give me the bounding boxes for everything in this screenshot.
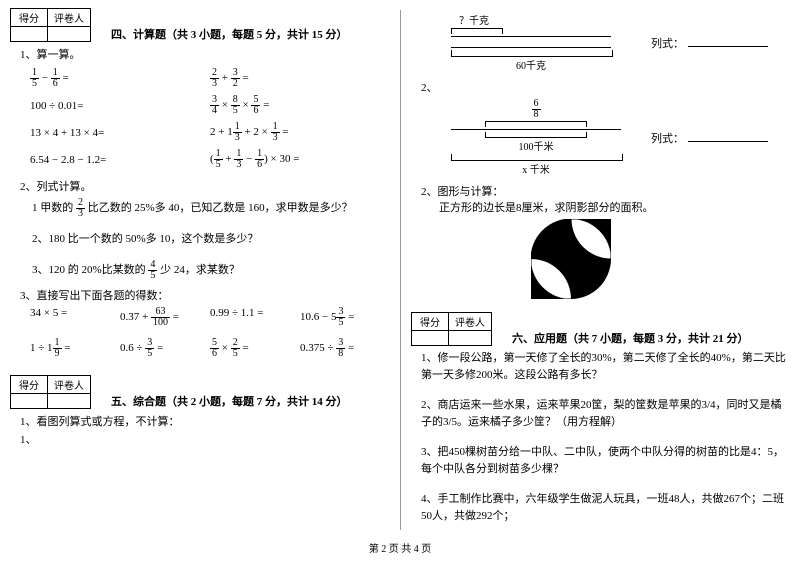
eq-cell: 0.99 ÷ 1.1 =	[210, 307, 300, 328]
score-box-sec4: 得分 评卷人 四、计算题（共 3 小题，每题 5 分，共计 15 分）	[10, 8, 390, 42]
left-column: 得分 评卷人 四、计算题（共 3 小题，每题 5 分，共计 15 分） 1、算一…	[0, 0, 400, 540]
score-cell	[11, 27, 48, 42]
eq-cell: 2 + 113 + 2 × 13 =	[210, 122, 390, 143]
eq-cell: 34 × 5 =	[30, 307, 120, 328]
d2-answer-label: 列式：	[651, 133, 684, 145]
score-cell	[11, 393, 48, 408]
q1-label: 1、算一算。	[20, 46, 390, 62]
section4-title: 四、计算题（共 3 小题，每题 5 分，共计 15 分）	[91, 26, 348, 42]
geo-text: 正方形的边长是8厘米，求阴影部分的面积。	[439, 199, 790, 215]
eq-cell: 15 − 16 =	[30, 68, 210, 89]
score-cell	[48, 393, 91, 408]
eq-cell: 6.54 − 2.8 − 1.2=	[30, 154, 210, 166]
score-header-2: 评卷人	[48, 9, 91, 27]
sec6-q2: 2、商店运来一些水果，运来苹果20筐，梨的筐数是苹果的3/4，同时又是橘子的3/…	[421, 397, 790, 430]
q3-label: 3、直接写出下面各题的得数：	[20, 287, 390, 303]
d2-top-label: 68	[451, 99, 621, 120]
sec5-q1: 1、看图列算式或方程，不计算：	[20, 413, 390, 429]
geo-label: 2、图形与计算：	[421, 183, 790, 199]
score-cell	[412, 331, 449, 346]
score-box-sec6: 得分 评卷人 六、应用题（共 7 小题，每题 3 分，共计 21 分）	[411, 312, 790, 346]
diagram-2: 68 100千米 x 千米 列式：	[451, 99, 790, 177]
eq-cell: 34 × 85 × 56 =	[210, 95, 390, 116]
score-header-1: 得分	[11, 375, 48, 393]
score-box-sec5: 得分 评卷人 五、综合题（共 2 小题，每题 7 分，共计 14 分）	[10, 375, 390, 409]
score-cell	[48, 27, 91, 42]
section5-title: 五、综合题（共 2 小题，每题 7 分，共计 14 分）	[91, 393, 348, 409]
q2-label: 2、列式计算。	[20, 178, 390, 194]
geometry-figure	[531, 219, 611, 299]
score-header-1: 得分	[11, 9, 48, 27]
section6-title: 六、应用题（共 7 小题，每题 3 分，共计 21 分）	[492, 330, 749, 346]
eq-cell: 56 × 25 =	[210, 338, 300, 359]
score-header-2: 评卷人	[449, 313, 492, 331]
d2-bottom-label: x 千米	[451, 161, 621, 176]
eq-cell: 100 ÷ 0.01=	[30, 100, 210, 112]
blank-line	[688, 36, 768, 47]
eq-cell: 1 ÷ 119 =	[30, 338, 120, 359]
d2-number: 2、	[421, 79, 790, 95]
score-cell	[449, 331, 492, 346]
d1-answer-label: 列式：	[651, 38, 684, 50]
sec6-q3: 3、把450棵树苗分给一中队、二中队，使两个中队分得的树苗的比是4：5，每个中队…	[421, 444, 790, 477]
blank-line	[688, 131, 768, 142]
page: 得分 评卷人 四、计算题（共 3 小题，每题 5 分，共计 15 分） 1、算一…	[0, 0, 800, 540]
diagram-1: ？千克 60千克 列式：	[451, 12, 790, 73]
sec6-q4: 4、手工制作比赛中，六年级学生做泥人玩具，一班48人，共做267个；二班50人，…	[421, 491, 790, 524]
q2-sub3: 3、120 的 20%比某数的 45 少 24，求某数？	[32, 260, 390, 281]
eq-cell: 0.6 ÷ 35 =	[120, 338, 210, 359]
d1-bottom-label: 60千克	[451, 57, 611, 72]
score-header-1: 得分	[412, 313, 449, 331]
eq-cell: 23 + 32 =	[210, 68, 390, 89]
eq-cell: 0.375 ÷ 38 =	[300, 338, 390, 359]
eq-cell: 10.6 − 535 =	[300, 307, 390, 328]
d1-top-label: ？千克	[459, 12, 611, 27]
d2-mid-label: 100千米	[451, 138, 621, 153]
score-header-2: 评卷人	[48, 375, 91, 393]
sec6-q1: 1、修一段公路，第一天修了全长的30%，第二天修了全长的40%，第二天比第一天多…	[421, 350, 790, 383]
q1-equations: 15 − 16 =23 + 32 = 100 ÷ 0.01=34 × 85 × …	[10, 68, 390, 170]
q2-sub2: 2、180 比一个数的 50%多 10，这个数是多少？	[32, 231, 390, 248]
sec5-q1-sub: 1、	[20, 431, 390, 447]
right-column: ？千克 60千克 列式： 2、 68 100千米 x 千米	[401, 0, 800, 540]
eq-cell: 0.37 + 63100 =	[120, 307, 210, 328]
eq-cell: (15 + 13 − 16) × 30 =	[210, 149, 390, 170]
q2-sub1: 1 甲数的 23 比乙数的 25%多 40，已知乙数是 160，求甲数是多少？	[32, 198, 390, 219]
eq-cell: 13 × 4 + 13 × 4=	[30, 127, 210, 139]
page-footer: 第 2 页 共 4 页	[0, 540, 800, 560]
